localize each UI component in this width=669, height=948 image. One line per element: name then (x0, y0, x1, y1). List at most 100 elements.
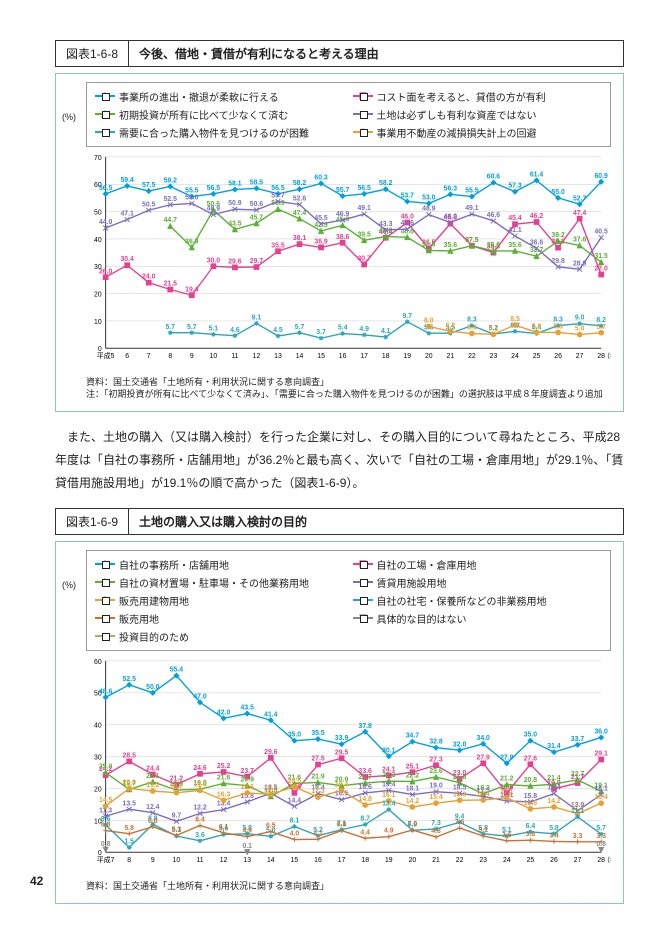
svg-text:12: 12 (220, 857, 228, 864)
svg-text:36.0: 36.0 (595, 729, 609, 736)
svg-text:35.5: 35.5 (271, 242, 285, 249)
svg-text:35.8: 35.8 (422, 241, 436, 248)
svg-text:14: 14 (296, 353, 304, 360)
figure-b-title: 土地の購入又は購入検討の目的 (129, 509, 317, 534)
svg-text:14.5: 14.5 (99, 798, 113, 805)
svg-text:58.1: 58.1 (228, 181, 242, 188)
svg-text:22: 22 (456, 857, 464, 864)
svg-text:55.4: 55.4 (170, 667, 184, 674)
svg-text:12.4: 12.4 (146, 804, 160, 811)
svg-text:5.7: 5.7 (596, 324, 606, 331)
svg-text:56.5: 56.5 (271, 185, 285, 192)
svg-text:43.6: 43.6 (401, 220, 415, 227)
svg-text:平成5: 平成5 (97, 351, 115, 360)
body-paragraph: また、土地の購入（又は購入検討）を行った企業に対し、その購入目的について尋ねたと… (55, 426, 624, 494)
svg-text:19.4: 19.4 (185, 286, 199, 293)
svg-text:50.6: 50.6 (250, 201, 264, 208)
svg-text:8.0: 8.0 (424, 317, 434, 324)
svg-text:52.6: 52.6 (293, 196, 307, 203)
svg-text:18: 18 (361, 857, 369, 864)
svg-text:11: 11 (231, 353, 238, 360)
svg-text:52.5: 52.5 (123, 676, 137, 683)
svg-text:4.9: 4.9 (242, 828, 252, 835)
legend-label: 自社の資材置場・駐車場・その他業務用地 (119, 575, 309, 590)
svg-text:7.6: 7.6 (455, 820, 465, 827)
svg-text:43.3: 43.3 (379, 221, 393, 228)
figure-b-y-unit: (%) (62, 580, 76, 590)
svg-text:29.6: 29.6 (264, 749, 278, 756)
figure-a-title: 今後、借地・賃借が有利になると考える理由 (129, 41, 389, 66)
legend-label: 賃貸用施設用地 (377, 575, 447, 590)
svg-text:37.8: 37.8 (359, 723, 373, 730)
svg-text:5.4: 5.4 (467, 325, 477, 332)
svg-text:53.0: 53.0 (185, 194, 199, 201)
svg-text:20.5: 20.5 (288, 778, 302, 785)
legend-label: 販売用地 (119, 611, 159, 626)
svg-text:13.5: 13.5 (123, 801, 137, 808)
svg-text:18.5: 18.5 (453, 785, 467, 792)
figure-b-chart: 0102030405060平成7891011121314151617181920… (86, 657, 611, 876)
svg-text:56.5: 56.5 (207, 185, 221, 192)
legend-item: 需要に合った購入物件を見つけるのが困難 (95, 125, 345, 140)
svg-text:5.1: 5.1 (209, 325, 219, 332)
svg-text:26: 26 (554, 353, 562, 360)
svg-text:21: 21 (432, 857, 440, 864)
svg-text:35.0: 35.0 (524, 732, 538, 739)
svg-text:35.6: 35.6 (508, 242, 522, 249)
svg-text:13.4: 13.4 (382, 801, 396, 808)
svg-text:48.9: 48.9 (422, 206, 436, 213)
figure-a-header: 図表1-6-8 今後、借地・賃借が有利になると考える理由 (55, 40, 624, 67)
svg-text:61.4: 61.4 (530, 172, 544, 179)
svg-text:13: 13 (243, 857, 251, 864)
svg-text:9.7: 9.7 (172, 813, 182, 820)
svg-text:56.3: 56.3 (444, 185, 458, 192)
svg-text:21.6: 21.6 (217, 775, 231, 782)
svg-text:19.2: 19.2 (146, 783, 160, 790)
legend-label: 需要に合った購入物件を見つけるのが困難 (119, 125, 309, 140)
svg-text:3.4: 3.4 (549, 833, 559, 840)
svg-text:15.4: 15.4 (429, 795, 443, 802)
svg-text:18.4: 18.4 (547, 785, 561, 792)
svg-text:10: 10 (210, 353, 218, 360)
svg-text:5.4: 5.4 (338, 325, 348, 332)
svg-text:56.5: 56.5 (357, 185, 371, 192)
svg-text:24.6: 24.6 (193, 765, 207, 772)
svg-text:56.5: 56.5 (99, 185, 113, 192)
svg-text:18.7: 18.7 (170, 784, 184, 791)
svg-text:4.5: 4.5 (273, 327, 283, 334)
svg-text:41.4: 41.4 (264, 712, 278, 719)
svg-text:5.7: 5.7 (295, 324, 305, 331)
svg-text:5.7: 5.7 (165, 324, 175, 331)
figure-b-number: 図表1-6-9 (56, 509, 129, 534)
svg-text:11.1: 11.1 (571, 808, 584, 815)
svg-text:57.3: 57.3 (508, 183, 522, 190)
legend-item: 自社の社宅・保養所などの非業務用地 (353, 593, 603, 608)
svg-text:21.9: 21.9 (311, 774, 325, 781)
svg-text:70: 70 (94, 155, 102, 162)
svg-text:29.7: 29.7 (250, 258, 264, 265)
svg-text:48.9: 48.9 (207, 206, 221, 213)
figure-a-notes: 資料：国土交通省「土地所有・利用状況に関する意向調査」 注：「初期投資が所有に比… (86, 376, 611, 401)
legend-item: 販売用建物用地 (95, 593, 345, 608)
svg-text:58.2: 58.2 (379, 180, 393, 187)
svg-text:29.6: 29.6 (228, 258, 242, 265)
svg-text:14: 14 (267, 857, 275, 864)
svg-text:60: 60 (94, 659, 102, 666)
svg-text:40.5: 40.5 (595, 229, 609, 236)
svg-text:34.0: 34.0 (477, 735, 491, 742)
svg-text:5.7: 5.7 (187, 324, 197, 331)
svg-text:47.4: 47.4 (573, 210, 587, 217)
svg-text:21.2: 21.2 (500, 776, 514, 783)
legend-item: 自社の事務所・店舗用地 (95, 557, 345, 572)
svg-text:18.1: 18.1 (406, 786, 420, 793)
svg-text:23: 23 (490, 353, 498, 360)
svg-text:8.5: 8.5 (510, 316, 520, 323)
svg-text:6.8: 6.8 (101, 822, 111, 829)
svg-text:18.6: 18.6 (241, 784, 255, 791)
svg-text:34.7: 34.7 (406, 733, 420, 740)
svg-text:18.2: 18.2 (264, 786, 278, 793)
legend-label: 自社の事務所・店舗用地 (119, 557, 229, 572)
svg-text:36.6: 36.6 (530, 239, 544, 246)
svg-text:5.8: 5.8 (549, 825, 559, 832)
svg-text:10: 10 (94, 319, 102, 326)
